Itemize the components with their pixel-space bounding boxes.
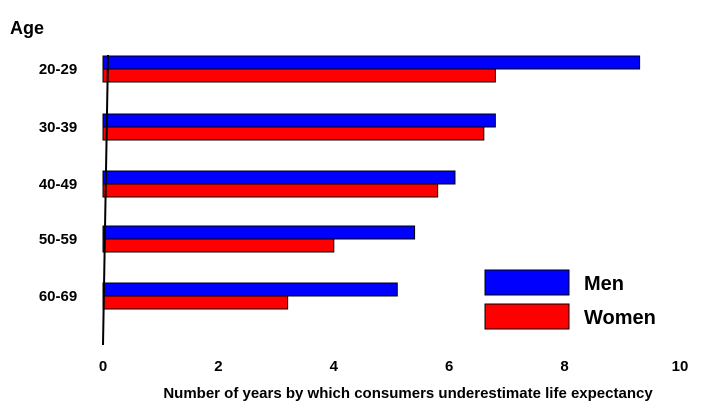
y-axis-line [102,54,109,346]
category-label: 50-59 [39,231,77,248]
category-label: 30-39 [39,119,77,136]
legend-swatch-men [484,269,570,296]
category-label: 60-69 [39,288,77,305]
x-tick-label: 2 [214,358,222,375]
bar-women-40-49 [102,183,439,198]
bar-women-60-69 [102,295,289,310]
category-label: 20-29 [39,61,77,78]
x-tick-label: 6 [445,358,453,375]
bar-men-50-59 [102,225,416,240]
x-tick-label: 8 [560,358,568,375]
legend-label-women: Women [584,307,656,329]
legend: Men Women [484,269,656,330]
bar-men-20-29 [102,55,641,70]
bar-women-50-59 [102,238,335,253]
x-tick-label: 4 [330,358,339,375]
bar-men-60-69 [102,282,398,297]
bar-women-20-29 [102,68,496,83]
x-tick-label: 0 [99,358,107,375]
category-label: 40-49 [39,176,77,193]
y-axis-label: Age [10,18,44,38]
legend-swatch-women [484,303,570,330]
x-tick-label: 10 [672,358,689,375]
bar-men-40-49 [102,170,456,185]
bar-women-30-39 [102,126,485,141]
bar-men-30-39 [102,113,496,128]
x-axis-label: Number of years by which consumers under… [163,385,653,402]
legend-label-men: Men [584,273,624,295]
